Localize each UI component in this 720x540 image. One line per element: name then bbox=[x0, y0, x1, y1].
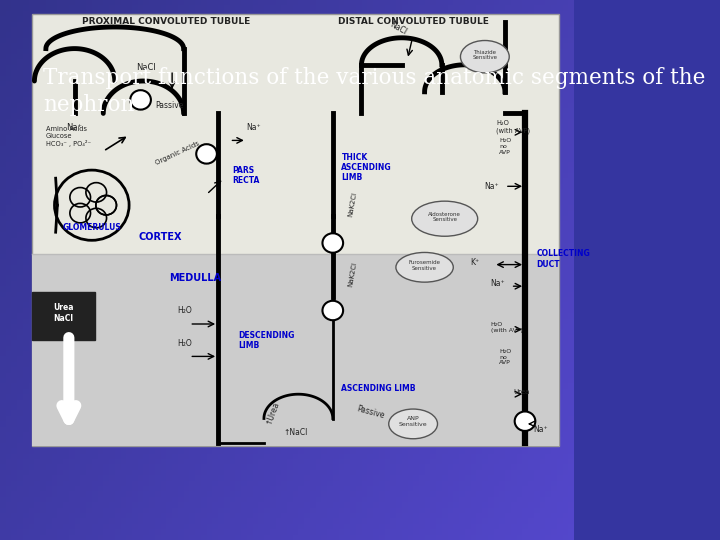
Text: nephron: nephron bbox=[43, 94, 135, 116]
Text: Furosemide
Sensitive: Furosemide Sensitive bbox=[408, 260, 441, 271]
Text: Urea: Urea bbox=[513, 389, 530, 395]
Text: Transport functions of the various anatomic segments of the: Transport functions of the various anato… bbox=[43, 68, 706, 89]
Text: PARS
RECTA: PARS RECTA bbox=[233, 166, 260, 185]
Text: Na⁺: Na⁺ bbox=[66, 123, 83, 132]
Text: H₂O
(with AVP): H₂O (with AVP) bbox=[490, 322, 523, 333]
Text: Na⁺: Na⁺ bbox=[247, 123, 261, 132]
Ellipse shape bbox=[461, 40, 509, 73]
Ellipse shape bbox=[396, 252, 454, 282]
Text: ASCENDING LIMB: ASCENDING LIMB bbox=[341, 384, 416, 393]
Text: PROXIMAL CONVOLUTED TUBULE: PROXIMAL CONVOLUTED TUBULE bbox=[82, 17, 251, 26]
Ellipse shape bbox=[389, 409, 438, 438]
Circle shape bbox=[323, 301, 343, 320]
Text: COLLECTING
DUCT: COLLECTING DUCT bbox=[536, 249, 590, 269]
Text: DISTAL CONVOLUTED TUBULE: DISTAL CONVOLUTED TUBULE bbox=[338, 17, 489, 26]
Ellipse shape bbox=[412, 201, 477, 237]
Text: NaCl: NaCl bbox=[136, 63, 156, 72]
Text: Aldosterone
Sensitive: Aldosterone Sensitive bbox=[428, 212, 461, 222]
Text: Thiazide
Sensitive: Thiazide Sensitive bbox=[472, 50, 498, 60]
Text: H₂O
no
AVP: H₂O no AVP bbox=[499, 349, 511, 366]
Text: H₂O: H₂O bbox=[177, 306, 192, 315]
Text: DESCENDING
LIMB: DESCENDING LIMB bbox=[238, 330, 294, 350]
Text: CORTEX: CORTEX bbox=[139, 232, 182, 242]
Text: Na⁺: Na⁺ bbox=[485, 182, 499, 191]
Text: NaK2Cl: NaK2Cl bbox=[347, 261, 357, 287]
Text: H₂O
(with AVP): H₂O (with AVP) bbox=[496, 120, 531, 134]
Text: Na⁺: Na⁺ bbox=[490, 279, 505, 288]
Text: ANP
Sensitive: ANP Sensitive bbox=[399, 416, 428, 427]
Circle shape bbox=[515, 411, 536, 431]
Text: MEDULLA: MEDULLA bbox=[169, 273, 221, 283]
Text: H₂O
no
AVP: H₂O no AVP bbox=[499, 138, 511, 155]
Text: NaCl: NaCl bbox=[53, 314, 73, 323]
Text: Na⁺: Na⁺ bbox=[534, 425, 548, 434]
FancyBboxPatch shape bbox=[32, 292, 94, 340]
Text: THICK
ASCENDING
LIMB: THICK ASCENDING LIMB bbox=[341, 152, 392, 183]
Circle shape bbox=[323, 233, 343, 253]
Circle shape bbox=[130, 90, 151, 110]
Circle shape bbox=[197, 144, 217, 164]
Text: NaK2Cl: NaK2Cl bbox=[347, 191, 357, 217]
Text: Urea: Urea bbox=[53, 303, 73, 313]
Text: NaCl: NaCl bbox=[389, 21, 409, 37]
Text: Amino Acids
Glucose
HCO₃⁻ , PO₄²⁻: Amino Acids Glucose HCO₃⁻ , PO₄²⁻ bbox=[46, 126, 91, 147]
Text: K⁺: K⁺ bbox=[470, 258, 480, 267]
Text: H₂O: H₂O bbox=[177, 339, 192, 348]
Polygon shape bbox=[32, 14, 559, 445]
Text: Organic Acids: Organic Acids bbox=[155, 140, 201, 166]
Text: GLOMERULUS: GLOMERULUS bbox=[63, 222, 121, 232]
Text: Passive: Passive bbox=[356, 404, 385, 421]
Text: ↑NaCl: ↑NaCl bbox=[283, 428, 307, 437]
Text: Passive: Passive bbox=[155, 101, 184, 110]
Text: ↑Urea: ↑Urea bbox=[264, 400, 281, 426]
Polygon shape bbox=[32, 254, 559, 446]
